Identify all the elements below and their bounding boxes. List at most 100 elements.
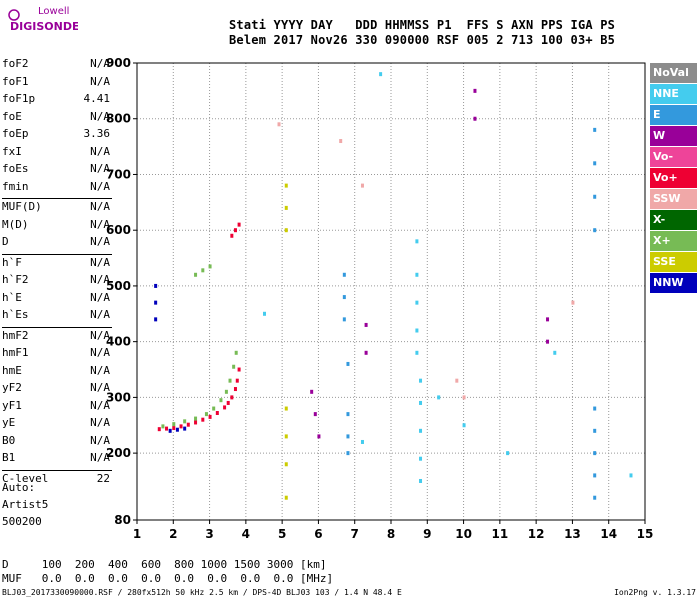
echo-point: [629, 473, 633, 478]
echo-point: [223, 405, 227, 410]
echo-point: [310, 389, 314, 394]
param-row: fxI N/A: [2, 145, 110, 159]
legend-item: W: [650, 126, 697, 146]
param-value: N/A: [90, 273, 110, 286]
echo-point: [168, 428, 172, 433]
x-tick-label: 8: [387, 527, 395, 541]
echo-point: [313, 412, 317, 417]
x-tick-label: 6: [314, 527, 322, 541]
y-tick-label: 800: [106, 112, 131, 126]
echo-point: [263, 311, 266, 316]
d-muf-table: D 100 200 400 600 800 1000 1500 3000 [km…: [2, 558, 333, 586]
x-tick-label: 7: [351, 527, 359, 541]
x-tick-label: 4: [242, 527, 250, 541]
param-name: B0: [2, 433, 16, 447]
param-row: foF1p 4.41: [2, 92, 110, 106]
echo-point: [342, 272, 346, 277]
param-row: foE N/A: [2, 110, 110, 124]
plot-frame: [136, 62, 646, 521]
echo-point: [204, 412, 208, 417]
echo-point: [233, 387, 237, 392]
echo-point: [415, 350, 419, 355]
param-separator: [2, 253, 112, 255]
echo-point: [186, 422, 190, 427]
echo-point: [237, 367, 241, 372]
echo-point: [157, 427, 161, 432]
echo-point: [235, 378, 239, 383]
echo-point: [154, 283, 158, 288]
echo-point: [154, 300, 158, 305]
param-row: MUF(D) N/A: [2, 200, 110, 214]
echo-point: [317, 434, 321, 439]
echo-point: [379, 72, 383, 77]
echo-point: [284, 183, 288, 188]
y-tick-label: 300: [106, 390, 131, 404]
echo-point: [226, 400, 230, 405]
param-row: M(D) N/A: [2, 218, 110, 232]
legend-item: NoVal: [650, 63, 697, 83]
param-value: N/A: [90, 398, 110, 412]
echo-point: [237, 222, 241, 227]
param-name: h`E: [2, 290, 22, 304]
echo-point: [571, 300, 575, 305]
param-value: N/A: [90, 74, 110, 88]
param-row: yE N/A: [2, 416, 110, 430]
echo-point: [546, 339, 550, 344]
echo-point: [593, 451, 597, 456]
echo-point: [593, 406, 597, 411]
echo-point: [339, 139, 343, 144]
auto-code: 500200: [2, 515, 42, 528]
echo-point: [415, 328, 419, 333]
param-row: foEs N/A: [2, 162, 110, 176]
logo-line2: DIGISONDE: [10, 20, 78, 33]
param-name: h`F2: [2, 273, 29, 286]
echo-point: [553, 350, 557, 355]
chart-ticks: 1 2 3 4 5 6 7 8 9 10 11 12 13 14 158020030040050060070…: [106, 56, 653, 541]
param-name: foEs: [2, 162, 29, 175]
param-name: h`Es: [2, 308, 29, 321]
echo-point: [172, 422, 176, 427]
legend-item: Vo+: [650, 168, 697, 188]
param-row: B0 N/A: [2, 434, 110, 448]
x-tick-label: 5: [278, 527, 286, 541]
y-tick-label: 900: [106, 56, 131, 70]
echo-point: [194, 416, 198, 421]
echo-point: [419, 378, 423, 383]
x-tick-label: 9: [423, 527, 431, 541]
footer-file-info: BLJ03_2017330090000.RSF / 280fx512h 50 k…: [2, 588, 402, 597]
echo-point: [462, 395, 466, 400]
echo-point: [473, 116, 477, 121]
echo-point: [233, 228, 237, 233]
param-name: yF1: [2, 398, 22, 412]
param-name: foE: [2, 109, 22, 123]
echo-point: [230, 233, 234, 238]
echo-point: [154, 317, 158, 322]
param-separator: [2, 326, 112, 328]
y-tick-label: 600: [106, 223, 131, 237]
echo-point: [201, 417, 205, 422]
echo-point: [593, 428, 597, 433]
param-row: yF1 N/A: [2, 399, 110, 413]
echo-point: [360, 183, 364, 188]
echo-point: [593, 127, 597, 132]
param-value: N/A: [90, 200, 110, 213]
echo-point: [232, 364, 236, 369]
param-row: hmE N/A: [2, 364, 110, 378]
echo-point: [342, 317, 346, 322]
legend-item: E: [650, 105, 697, 125]
echo-point: [284, 434, 288, 439]
param-row: h`E N/A: [2, 291, 110, 305]
echo-point: [175, 427, 179, 432]
echo-point: [277, 122, 281, 127]
echo-point: [228, 378, 232, 383]
y-tick-label: 500: [106, 279, 131, 293]
echo-point: [284, 228, 288, 233]
echo-point: [208, 264, 212, 269]
param-value: 22: [96, 471, 110, 485]
echo-point: [415, 300, 419, 305]
echo-point: [593, 161, 597, 166]
param-value: N/A: [90, 290, 110, 304]
param-name: yE: [2, 416, 16, 429]
echo-point: [455, 378, 459, 383]
